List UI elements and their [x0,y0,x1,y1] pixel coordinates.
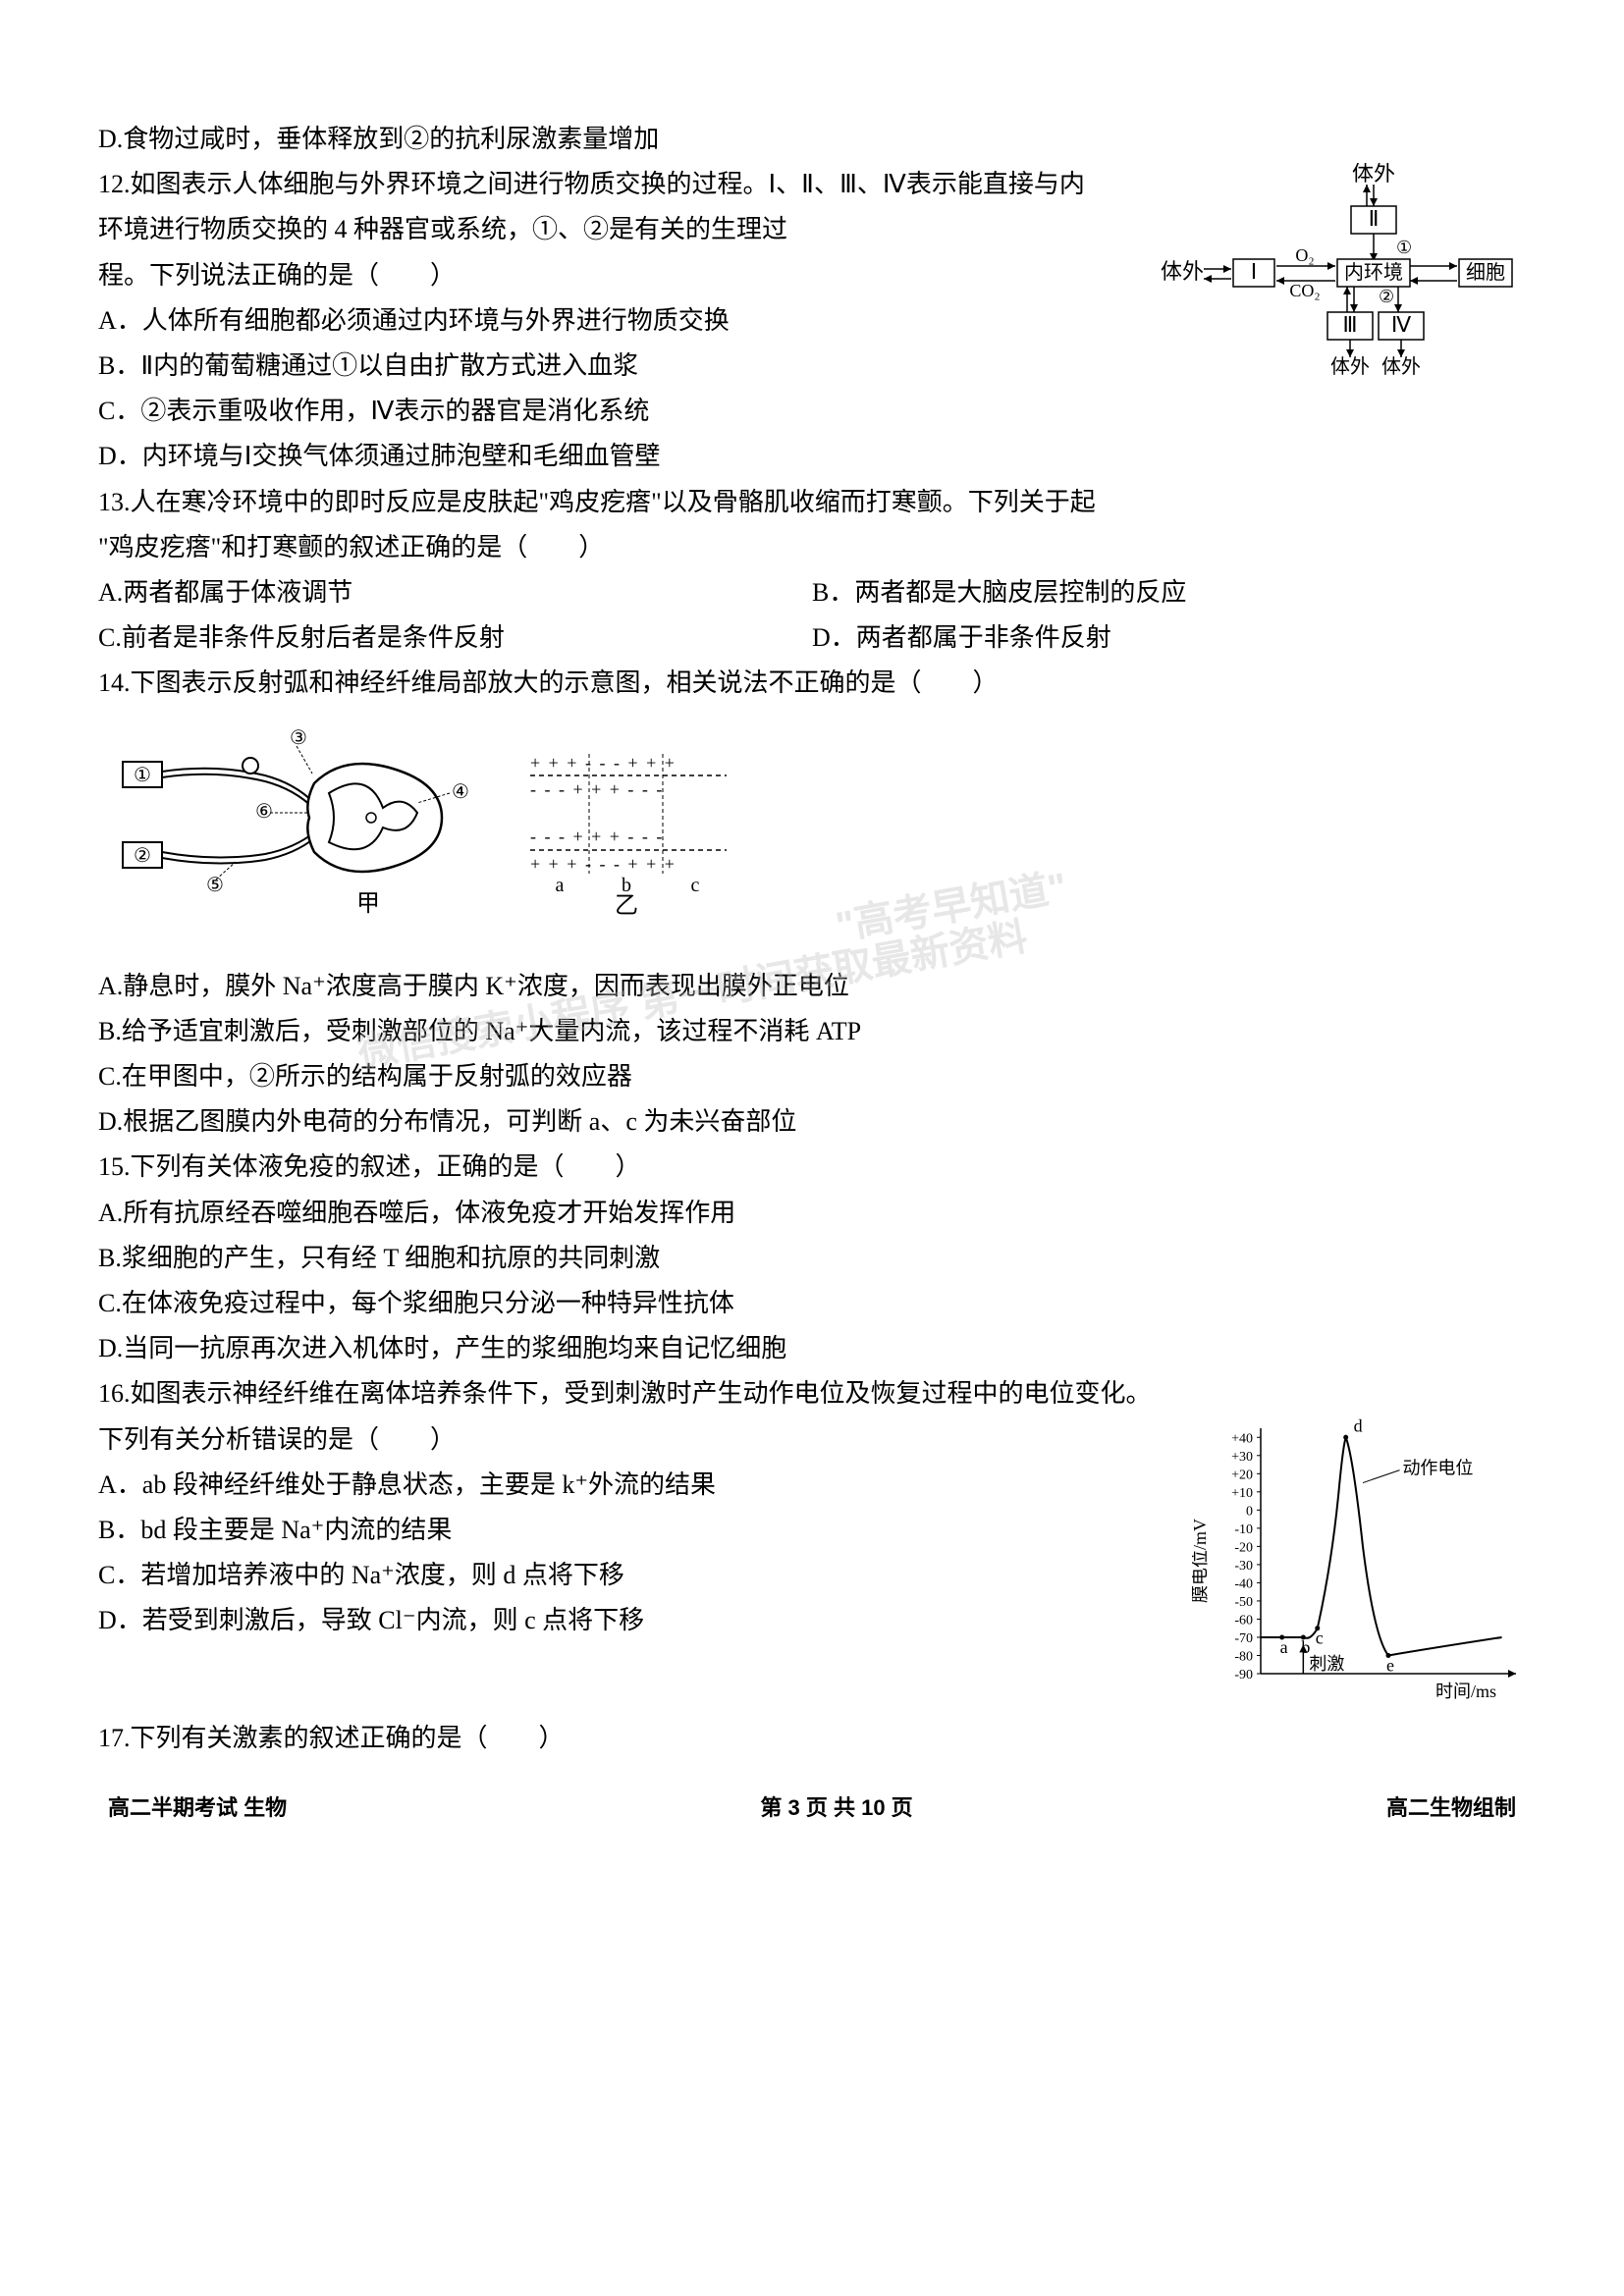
svg-text:刺激: 刺激 [1309,1654,1344,1674]
svg-text:- - - + + + - - -: - - - + + + - - - [530,827,664,846]
svg-text:细胞: 细胞 [1466,261,1505,284]
svg-text:O₂: O₂ [1295,245,1314,265]
q16-stem-1: 16.如图表示神经纤维在离体培养条件下，受到刺激时产生动作电位及恢复过程中的电位… [98,1372,1526,1415]
q12-option-d: D．内环境与Ⅰ交换气体须通过肺泡壁和毛细血管壁 [98,435,1526,478]
svg-text:Ⅰ: Ⅰ [1251,259,1258,284]
svg-text:-20: -20 [1234,1540,1253,1555]
q13-option-c: C.前者是非条件反射后者是条件反射 [98,616,812,660]
svg-text:+10: +10 [1231,1485,1253,1500]
footer-right: 高二生物组制 [1386,1789,1516,1826]
svg-text:甲: 甲 [356,891,380,917]
svg-text:-30: -30 [1234,1558,1253,1573]
q15-option-c: C.在体液免疫过程中，每个浆细胞只分泌一种特异性抗体 [98,1282,1526,1325]
svg-text:体外: 体外 [1161,259,1204,284]
svg-text:-60: -60 [1234,1613,1253,1628]
svg-text:体外: 体外 [1330,355,1370,378]
q14-option-d: D.根据乙图膜内外电荷的分布情况，可判断 a、c 为未兴奋部位 [98,1100,1526,1144]
q16-chart: +40 +30 +20 +10 0 -10 -20 -30 -40 -50 -60 -70 -80 -90… [1192,1418,1526,1717]
page-footer: 高二半期考试 生物 第 3 页 共 10 页 高二生物组制 [98,1789,1526,1826]
svg-text:内环境: 内环境 [1344,261,1403,284]
q15-stem: 15.下列有关体液免疫的叙述，正确的是（ ） [98,1146,1526,1189]
svg-text:膜电位/mV: 膜电位/mV [1192,1518,1210,1602]
svg-text:0: 0 [1246,1504,1253,1519]
svg-text:e: e [1386,1655,1394,1675]
svg-text:③: ③ [290,727,307,749]
q13-stem-1: 13.人在寒冷环境中的即时反应是皮肤起"鸡皮疙瘩"以及骨骼肌收缩而打寒颤。下列关… [98,481,1526,524]
q15-option-d: D.当同一抗原再次进入机体时，产生的浆细胞均来自记忆细胞 [98,1327,1526,1370]
svg-text:⑤: ⑤ [206,875,224,896]
svg-text:Ⅳ: Ⅳ [1391,312,1412,337]
svg-text:体外: 体外 [1381,355,1421,378]
svg-text:CO₂: CO₂ [1289,281,1320,300]
q14-option-a: A.静息时，膜外 Na⁺浓度高于膜内 K⁺浓度，因而表现出膜外正电位 [98,965,1526,1008]
q17-stem: 17.下列有关激素的叙述正确的是（ ） [98,1717,1526,1760]
svg-text:+30: +30 [1231,1449,1253,1464]
svg-text:d: d [1354,1418,1363,1435]
svg-text:②: ② [134,845,151,867]
svg-text:①: ① [1396,238,1412,257]
q13-stem-2: "鸡皮疙瘩"和打寒颤的叙述正确的是（ ） [98,526,1526,569]
q13-option-a: A.两者都属于体液调节 [98,571,812,614]
label-tiwai-top: 体外 [1352,163,1395,186]
svg-text:+ + + - - - + + +: + + + - - - + + + [530,854,677,874]
svg-text:-90: -90 [1234,1668,1253,1682]
svg-text:①: ① [134,765,151,786]
svg-text:+40: +40 [1231,1431,1253,1446]
q11-option-d: D.食物过咸时，垂体释放到②的抗利尿激素量增加 [98,118,1526,161]
q13-option-b: B．两者都是大脑皮层控制的反应 [812,571,1526,614]
svg-text:a: a [556,875,565,896]
svg-text:c: c [691,875,700,896]
q14-diagram: ① ② ③ ④ ⑤ ⑥ 甲 + + + - - - + + + - - - + … [118,715,1526,944]
svg-text:时间/ms: 时间/ms [1435,1682,1496,1701]
q15-option-b: B.浆细胞的产生，只有经 T 细胞和抗原的共同刺激 [98,1237,1526,1280]
svg-text:乙: 乙 [615,893,638,919]
q15-option-a: A.所有抗原经吞噬细胞吞噬后，体液免疫才开始发挥作用 [98,1192,1526,1235]
svg-text:-50: -50 [1234,1594,1253,1609]
q12-diagram: 体外 Ⅱ ① 体外 Ⅰ O₂ CO₂ [1153,163,1526,379]
svg-text:⑥: ⑥ [255,801,273,823]
q14-stem: 14.下图表示反射弧和神经纤维局部放大的示意图，相关说法不正确的是（ ） [98,662,1526,705]
q14-option-b: B.给予适宜刺激后，受刺激部位的 Na⁺大量内流，该过程不消耗 ATP [98,1010,1526,1053]
svg-text:-40: -40 [1234,1576,1253,1591]
svg-text:-10: -10 [1234,1522,1253,1536]
svg-text:c: c [1316,1628,1324,1647]
svg-text:- - - + + + - - -: - - - + + + - - - [530,779,664,799]
svg-text:-80: -80 [1234,1649,1253,1664]
svg-text:动作电位: 动作电位 [1402,1458,1473,1477]
svg-text:Ⅲ: Ⅲ [1342,312,1357,337]
q14-option-c: C.在甲图中，②所示的结构属于反射弧的效应器 [98,1055,1526,1098]
svg-text:+20: +20 [1231,1468,1253,1482]
footer-left: 高二半期考试 生物 [108,1789,287,1826]
svg-text:④: ④ [452,781,469,803]
svg-text:+ + + - - - + + +: + + + - - - + + + [530,753,677,773]
svg-text:Ⅱ: Ⅱ [1369,206,1380,231]
q13-option-d: D．两者都属于非条件反射 [812,616,1526,660]
svg-text:②: ② [1379,287,1394,306]
svg-text:-70: -70 [1234,1630,1253,1645]
svg-text:a: a [1280,1636,1288,1656]
q12-option-c: C．②表示重吸收作用，Ⅳ表示的器官是消化系统 [98,390,1526,433]
footer-center: 第 3 页 共 10 页 [760,1789,912,1826]
